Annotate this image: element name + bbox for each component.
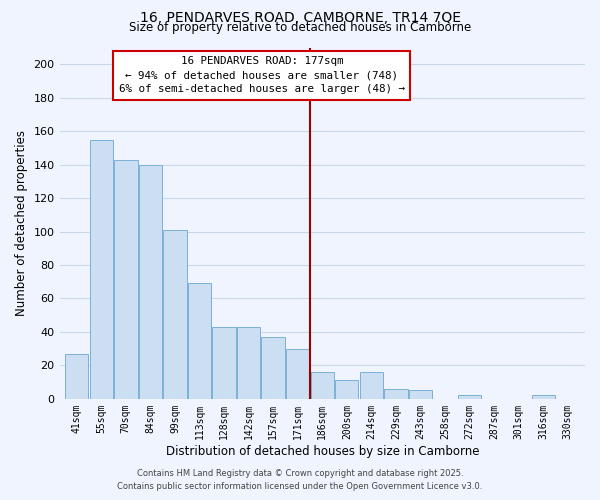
Bar (458, 396, 481, 399)
Bar (139, 164, 162, 399)
Bar (89, 140, 113, 399)
X-axis label: Distribution of detached houses by size in Camborne: Distribution of detached houses by size … (166, 444, 479, 458)
Bar (65, 354, 88, 399)
Bar (335, 380, 358, 399)
Text: Size of property relative to detached houses in Camborne: Size of property relative to detached ho… (129, 22, 471, 35)
Text: 16 PENDARVES ROAD: 177sqm
← 94% of detached houses are smaller (748)
6% of semi-: 16 PENDARVES ROAD: 177sqm ← 94% of detac… (119, 56, 405, 94)
Bar (237, 327, 260, 399)
Bar (286, 348, 310, 399)
Bar (360, 372, 383, 399)
Text: Contains HM Land Registry data © Crown copyright and database right 2025.
Contai: Contains HM Land Registry data © Crown c… (118, 470, 482, 491)
Bar (409, 390, 432, 399)
Bar (532, 396, 555, 399)
Bar (163, 230, 187, 399)
Bar (114, 160, 137, 399)
Bar (262, 337, 285, 399)
Bar (384, 389, 407, 399)
Bar (311, 372, 334, 399)
Bar (212, 327, 236, 399)
Text: 16, PENDARVES ROAD, CAMBORNE, TR14 7QE: 16, PENDARVES ROAD, CAMBORNE, TR14 7QE (139, 11, 461, 25)
Bar (188, 284, 211, 399)
Y-axis label: Number of detached properties: Number of detached properties (15, 130, 28, 316)
